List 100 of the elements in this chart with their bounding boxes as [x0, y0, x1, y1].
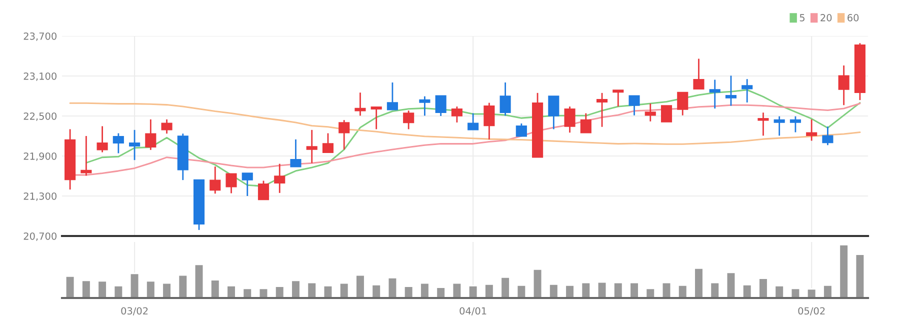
- y-tick-label: 21,900: [24, 152, 56, 161]
- bar: [742, 284, 752, 298]
- line-series: [69, 102, 861, 145]
- x-tick-label: 05/02: [798, 307, 825, 316]
- bar: [710, 282, 720, 298]
- bar: [645, 288, 656, 298]
- bar: [661, 282, 672, 298]
- candlestick: [484, 102, 495, 140]
- candlestick: [145, 118, 156, 151]
- bar: [758, 278, 768, 298]
- bar: [178, 274, 188, 298]
- bar: [81, 280, 92, 298]
- candlestick: [838, 64, 850, 106]
- bar: [129, 272, 140, 298]
- bar: [420, 282, 430, 298]
- bar: [596, 281, 608, 298]
- bar: [548, 283, 559, 298]
- bar: [452, 282, 462, 298]
- bar: [355, 274, 366, 298]
- bar: [162, 282, 172, 298]
- bar: [242, 288, 253, 298]
- candlestick: [742, 78, 753, 104]
- legend-label: 60: [848, 14, 859, 22]
- candlestick: [129, 129, 140, 161]
- candlestick: [386, 82, 398, 110]
- candlestick: [80, 135, 92, 176]
- candlestick: [709, 79, 720, 110]
- bar: [854, 254, 866, 298]
- candlestick: [258, 180, 270, 200]
- bar: [210, 279, 220, 298]
- bar: [290, 280, 301, 298]
- candlestick: [580, 112, 592, 134]
- candlestick: [274, 163, 286, 194]
- bar: [484, 283, 494, 298]
- candlestick: [758, 112, 769, 136]
- bar: [564, 284, 575, 298]
- bar: [338, 282, 350, 298]
- bar: [258, 288, 269, 298]
- bar: [613, 282, 624, 298]
- bar: [532, 268, 543, 298]
- bar: [306, 282, 317, 298]
- candlestick: [306, 129, 318, 164]
- y-tick-label: 23,700: [24, 32, 56, 41]
- candlestick: [516, 122, 527, 137]
- bar: [468, 285, 478, 298]
- y-tick-label: 22,500: [24, 112, 56, 121]
- bar: [677, 284, 688, 298]
- bar: [822, 284, 833, 298]
- bar: [146, 280, 156, 298]
- bar: [838, 244, 849, 298]
- bar: [806, 288, 817, 298]
- candlestick: [96, 126, 108, 153]
- candlestick: [435, 95, 446, 117]
- candlestick: [338, 119, 350, 150]
- candlestick: [693, 58, 704, 90]
- legend-label: 20: [820, 14, 832, 22]
- candlestick: [242, 172, 253, 197]
- candlestick: [725, 74, 737, 106]
- bar: [726, 272, 736, 298]
- bar: [274, 286, 285, 298]
- x-tick-label: 04/01: [460, 307, 486, 316]
- candlestick: [790, 116, 801, 133]
- candlestick: [161, 118, 172, 134]
- candlestick: [548, 96, 560, 130]
- candlestick: [403, 110, 414, 130]
- candlestick: [210, 166, 221, 194]
- candlestick: [612, 90, 624, 108]
- y-tick-label: 21,300: [24, 192, 56, 201]
- candlestick: [226, 173, 237, 194]
- bar: [500, 276, 510, 298]
- candlestick: [774, 116, 785, 136]
- bar: [226, 285, 236, 298]
- candlestick: [322, 132, 334, 153]
- candlestick: [419, 96, 430, 116]
- y-tick-label: 23,100: [24, 72, 56, 81]
- candlestick: [564, 106, 576, 134]
- bar: [774, 285, 784, 298]
- x-tick-label: 03/02: [121, 307, 148, 316]
- bar: [97, 280, 108, 298]
- bar: [790, 288, 801, 298]
- candlestick: [806, 118, 818, 142]
- bar: [436, 286, 446, 298]
- candlestick: [354, 92, 366, 116]
- candlestick: [468, 112, 479, 130]
- candlestick: [370, 106, 382, 130]
- bar: [694, 267, 704, 298]
- candlestick: [660, 105, 672, 122]
- candlestick: [112, 132, 124, 154]
- bar: [516, 284, 527, 298]
- candlestick: [644, 102, 656, 122]
- bar: [403, 286, 414, 298]
- y-tick-label: 20,700: [24, 232, 56, 241]
- bar: [113, 285, 124, 298]
- bar: [64, 275, 76, 298]
- candlestick: [451, 106, 462, 124]
- bar: [629, 282, 640, 298]
- candlestick: [822, 126, 834, 146]
- candlestick: [290, 138, 302, 168]
- bar: [580, 282, 592, 298]
- bar: [322, 285, 334, 298]
